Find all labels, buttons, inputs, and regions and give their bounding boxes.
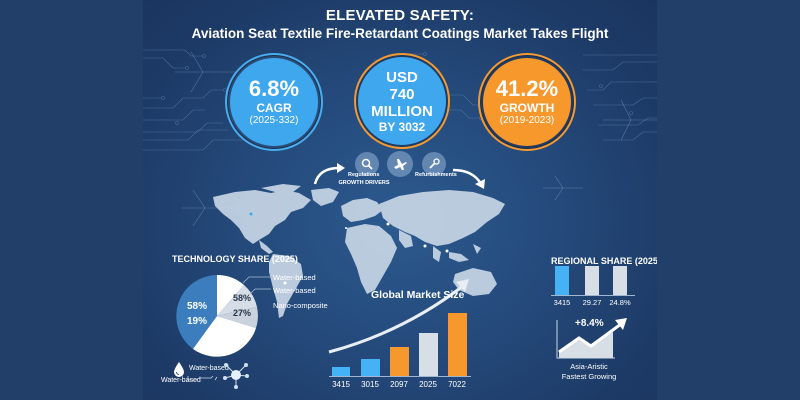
- pie-leader-lines: [242, 276, 271, 296]
- water-based-label-2: Water-based: [189, 365, 229, 372]
- regional-growth-value: +8.4%: [575, 318, 604, 329]
- regional-bar-label-1: 3415: [553, 298, 571, 307]
- molecule-icon: [223, 363, 249, 389]
- market-bar-4: [419, 333, 438, 376]
- regional-growth-label-2: Fastest Growing: [561, 372, 617, 381]
- stat-growth-label: GROWTH: [499, 101, 555, 115]
- market-bar-label-2: 3015: [361, 380, 379, 389]
- airplane-icon: [394, 159, 407, 170]
- market-bar-label-4: 2025: [419, 380, 437, 389]
- pie-label-grey-bottom: 27%: [233, 308, 252, 318]
- magnifier-icon: [361, 158, 373, 170]
- driver-airplane: [387, 151, 413, 177]
- regional-bar-label-3: 24.8%: [609, 298, 631, 307]
- page-title: ELEVATED SAFETY:: [325, 7, 475, 24]
- pie-legend-water-based-2: Water-based: [273, 286, 316, 295]
- pie-slice-blue: [176, 275, 217, 349]
- pie-legend-water-based-1: Water-based: [273, 273, 316, 282]
- curved-arrow-left-icon: [313, 163, 345, 185]
- outer-background-right: [657, 0, 800, 400]
- pie-slice-grey-1: [217, 285, 257, 316]
- regional-axis-line: [551, 295, 635, 296]
- pie-label-blue-bottom: 19%: [187, 316, 208, 327]
- regional-share-title: REGIONAL SHARE (2025): [551, 256, 657, 266]
- regional-bar-2: [585, 266, 599, 295]
- driver-refurbishments: [422, 152, 446, 176]
- driver-label-regulations: Regulations: [348, 172, 380, 178]
- pie-slice-white-top: [217, 274, 244, 316]
- curved-arrow-right-icon: [452, 168, 485, 189]
- stat-growth: 41.2% GROWTH (2019-2023): [483, 58, 571, 146]
- outer-background-left: [0, 0, 143, 400]
- stat-growth-value: 41.2%: [495, 76, 559, 101]
- regional-bar-1: [555, 266, 569, 295]
- technology-share-title: TECHNOLOGY SHARE (2025): [172, 254, 298, 264]
- decorative-background: [143, 49, 657, 318]
- infographic-panel: ELEVATED SAFETY: Aviation Seat Textile F…: [143, 0, 657, 400]
- stat-cagr-period: (2025-332): [249, 115, 299, 126]
- market-axis-line: [329, 376, 471, 377]
- driver-regulations: [355, 152, 379, 176]
- pie-label-blue-top: 58%: [187, 301, 208, 312]
- regional-growth-chart: [556, 318, 627, 359]
- stat-market-year: BY 3032: [378, 119, 426, 134]
- driver-label-refurbishments: Refurbishments: [415, 172, 457, 178]
- trend-arrow-icon: [328, 279, 469, 354]
- stat-cagr-value: 6.8%: [248, 76, 300, 101]
- stat-market-value: USD 740 MILLION BY 3032: [358, 57, 446, 145]
- market-bar-5: [448, 313, 467, 376]
- stat-cagr: 6.8% CAGR (2025-332): [230, 58, 318, 146]
- market-bar-label-5: 7022: [448, 380, 466, 389]
- pie-label-grey-top: 58%: [233, 293, 252, 303]
- market-bar-label-1: 3415: [332, 380, 350, 389]
- market-bar-3: [390, 347, 409, 376]
- market-bar-1: [332, 367, 350, 376]
- growth-drivers-title: GROWTH DRIVERS: [338, 180, 390, 186]
- wrench-icon: [429, 158, 440, 169]
- map-dots: [283, 222, 449, 285]
- water-based-label-1: Water-based: [161, 377, 201, 384]
- regional-growth-label-1: Asia-Aristic: [570, 362, 608, 371]
- stat-market-amount: 740 MILLION: [371, 85, 433, 120]
- technology-share-pie: [176, 274, 258, 357]
- stat-growth-period: (2019-2023): [499, 115, 555, 126]
- global-market-size-title: Global Market Size: [371, 289, 465, 301]
- stat-cagr-label: CAGR: [256, 101, 292, 115]
- market-bar-label-3: 2097: [390, 380, 408, 389]
- regional-bar-label-2: 29.27: [582, 298, 602, 307]
- stat-market-currency: USD: [386, 68, 418, 86]
- water-drop-icon: [174, 362, 184, 377]
- market-bar-2: [361, 359, 380, 376]
- world-map: [213, 184, 505, 318]
- airplane-outline-icon: [175, 51, 657, 227]
- pie-legend-nano-composite: Nano-composite: [273, 301, 328, 310]
- fabric-icon: [187, 375, 218, 381]
- regional-bar-3: [613, 266, 627, 295]
- pie-slice-grey-2: [217, 307, 258, 328]
- pie-slice-white-bottom: [193, 316, 256, 357]
- page-subtitle: Aviation Seat Textile Fire-Retardant Coa…: [191, 26, 609, 41]
